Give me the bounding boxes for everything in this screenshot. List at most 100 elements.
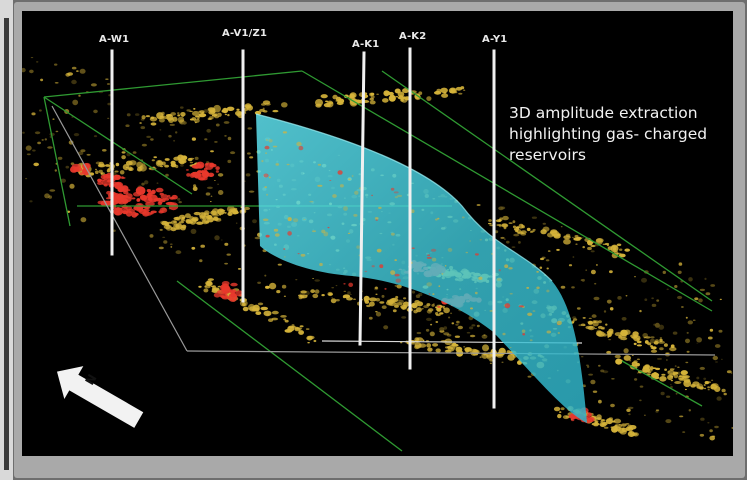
amplitude-speck: [153, 197, 163, 202]
amplitude-speck: [692, 319, 696, 321]
amplitude-speck: [131, 197, 136, 200]
amplitude-speck: [54, 63, 58, 66]
amplitude-speck: [139, 122, 142, 124]
amplitude-speck: [602, 370, 609, 374]
amplitude-speck: [376, 93, 379, 96]
amplitude-speck: [545, 259, 550, 262]
amplitude-speck: [197, 170, 203, 174]
amplitude-speck: [206, 215, 212, 220]
amplitude-speck: [375, 297, 381, 302]
amplitude-speck: [474, 253, 479, 256]
amplitude-speck: [54, 82, 59, 84]
amplitude-speck: [371, 194, 373, 197]
amplitude-speck: [327, 226, 330, 229]
amplitude-speck: [482, 344, 489, 352]
amplitude-speck: [605, 323, 608, 326]
amplitude-speck: [272, 145, 278, 148]
amplitude-speck: [31, 112, 36, 116]
amplitude-speck: [146, 135, 151, 138]
amplitude-speck: [277, 263, 282, 266]
amplitude-speck: [175, 164, 179, 169]
amplitude-speck: [497, 278, 502, 281]
amplitude-speck: [395, 278, 401, 283]
amplitude-speck: [201, 170, 210, 177]
amplitude-speck: [229, 289, 237, 294]
amplitude-speck: [721, 358, 723, 360]
amplitude-speck: [370, 92, 375, 96]
amplitude-speck: [221, 285, 231, 294]
amplitude-speck: [512, 220, 516, 224]
amplitude-speck: [207, 118, 212, 120]
amplitude-speck: [298, 145, 304, 151]
amplitude-speck: [220, 295, 225, 298]
amplitude-speck: [707, 389, 710, 391]
amplitude-speck: [98, 169, 103, 174]
amplitude-speck: [317, 163, 322, 166]
amplitude-speck: [307, 337, 310, 340]
amplitude-speck: [678, 262, 683, 266]
amplitude-speck: [447, 247, 453, 252]
amplitude-speck: [337, 170, 343, 175]
amplitude-speck: [255, 311, 262, 315]
amplitude-speck: [165, 114, 173, 117]
amplitude-speck: [213, 288, 217, 290]
amplitude-speck: [310, 289, 316, 294]
amplitude-speck: [463, 89, 466, 91]
amplitude-speck: [623, 348, 629, 354]
amplitude-speck: [84, 170, 89, 175]
amplitude-speck: [443, 326, 448, 330]
amplitude-speck: [426, 303, 431, 307]
amplitude-speck: [628, 425, 637, 430]
amplitude-speck: [664, 368, 667, 371]
amplitude-speck: [438, 285, 441, 288]
amplitude-speck: [374, 217, 379, 220]
amplitude-speck: [444, 265, 447, 267]
amplitude-speck: [206, 280, 211, 284]
amplitude-speck: [585, 364, 589, 366]
amplitude-speck: [33, 162, 39, 167]
amplitude-speck: [428, 293, 431, 295]
amplitude-speck: [317, 184, 323, 187]
amplitude-speck: [210, 195, 213, 197]
amplitude-speck: [375, 311, 378, 313]
amplitude-speck: [454, 346, 458, 349]
amplitude-speck: [718, 329, 723, 333]
amplitude-speck: [659, 347, 664, 351]
amplitude-speck: [571, 286, 575, 289]
amplitude-speck: [368, 316, 373, 320]
amplitude-speck: [206, 128, 211, 133]
amplitude-speck: [37, 141, 41, 145]
amplitude-speck: [162, 116, 170, 120]
amplitude-speck: [387, 299, 395, 304]
amplitude-speck: [675, 392, 678, 395]
amplitude-speck: [348, 282, 354, 287]
amplitude-speck: [653, 323, 656, 326]
amplitude-speck: [696, 342, 699, 344]
amplitude-speck: [193, 184, 197, 188]
amplitude-speck: [221, 109, 227, 113]
amplitude-speck: [281, 102, 288, 108]
amplitude-speck: [313, 339, 317, 343]
amplitude-speck: [274, 233, 280, 237]
amplitude-speck: [198, 113, 207, 118]
amplitude-speck: [650, 338, 655, 344]
amplitude-speck: [164, 222, 169, 226]
amplitude-speck: [48, 195, 52, 199]
amplitude-speck: [450, 312, 453, 315]
amplitude-speck: [353, 298, 356, 300]
amplitude-speck: [235, 110, 242, 116]
amplitude-speck: [264, 102, 271, 106]
amplitude-speck: [508, 222, 513, 225]
amplitude-speck: [244, 103, 252, 109]
amplitude-speck: [546, 330, 552, 334]
amplitude-speck: [426, 343, 432, 348]
amplitude-speck: [314, 289, 320, 294]
amplitude-speck: [630, 334, 637, 338]
amplitude-speck: [125, 124, 130, 127]
amplitude-speck: [443, 91, 447, 94]
fault-plane-highlight: [255, 113, 553, 282]
amplitude-speck: [573, 318, 578, 321]
amplitude-speck: [122, 177, 126, 179]
amplitude-speck: [321, 229, 326, 234]
amplitude-speck: [699, 366, 705, 370]
